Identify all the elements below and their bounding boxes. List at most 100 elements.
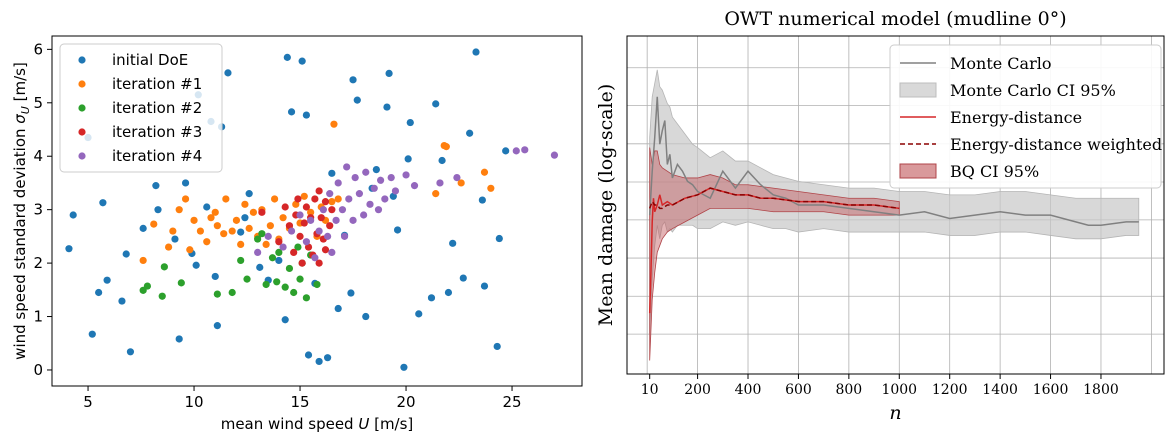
scatter-point (487, 184, 495, 192)
scatter-point (190, 216, 198, 224)
scatter-point (432, 100, 440, 108)
scatter-point (343, 163, 351, 171)
scatter-point (332, 216, 340, 224)
scatter-point (302, 238, 310, 246)
scatter-axes-frame (51, 35, 583, 387)
scatter-point (480, 282, 489, 290)
legend-marker (78, 104, 86, 112)
scatter-point (290, 288, 298, 297)
scatter-point (262, 240, 270, 248)
scatter-point (99, 199, 107, 207)
x-tick-label: 200 (684, 382, 711, 398)
scatter-point (69, 211, 77, 219)
scatter-point (237, 256, 245, 265)
scatter-point (326, 222, 334, 230)
scatter-point (321, 198, 330, 206)
scatter-point (449, 239, 457, 247)
scatter-point (296, 232, 304, 240)
scatter-point (402, 171, 410, 179)
y-tick-label: 3 (33, 201, 43, 219)
x-tick-label: 1600 (1033, 382, 1069, 398)
scatter-point (298, 259, 306, 267)
legend-label: iteration #1 (112, 75, 202, 93)
scatter-point (245, 224, 253, 232)
x-tick-label: 800 (835, 382, 862, 398)
scatter-point (264, 232, 272, 240)
scatter-point (372, 165, 380, 174)
scatter-point (466, 129, 474, 137)
scatter-point (103, 276, 111, 284)
y-tick-label: 0 (33, 361, 43, 379)
scatter-ticks: 5 10 15 20 25 0 1 2 3 4 5 6 (33, 40, 521, 411)
scatter-point (381, 195, 389, 203)
scatter-point (279, 243, 287, 251)
scatter-points (65, 48, 559, 371)
scatter-point (315, 357, 323, 366)
series-iteration-2 (139, 230, 321, 302)
scatter-point (472, 48, 480, 56)
scatter-point (334, 179, 342, 187)
scatter-point (222, 195, 230, 203)
scatter-point (211, 208, 219, 216)
scatter-point (281, 316, 289, 324)
scatter-point (355, 190, 363, 198)
scatter-point (294, 243, 302, 251)
scatter-point (196, 227, 204, 235)
scatter-point (383, 103, 391, 111)
scatter-point (377, 176, 385, 184)
scatter-point (319, 206, 327, 214)
scatter-point (313, 280, 321, 289)
y-tick-label: 4 (33, 147, 43, 165)
energy-distance-weighted-line (648, 187, 900, 210)
line-chart-title: OWT numerical model (mudline 0°) (724, 8, 1066, 30)
x-tick-label: 400 (735, 382, 762, 398)
scatter-point (330, 120, 338, 128)
scatter-point (300, 192, 308, 200)
scatter-point (118, 297, 126, 305)
scatter-point (254, 235, 262, 243)
scatter-point (65, 245, 73, 253)
scatter-point (296, 211, 304, 219)
scatter-point (521, 146, 529, 154)
scatter-point (495, 234, 503, 243)
scatter-point (279, 214, 287, 222)
legend-patch (899, 82, 937, 98)
scatter-point (315, 187, 323, 195)
legend-label: iteration #4 (112, 147, 202, 165)
legend-label: Energy-distance weighted (950, 135, 1162, 154)
legend-box (889, 44, 1162, 189)
scatter-point (404, 155, 412, 163)
scatter-point (285, 264, 294, 273)
scatter-point (436, 179, 444, 187)
line-chart-series (648, 69, 1140, 361)
scatter-point (345, 195, 353, 203)
scatter-point (181, 179, 190, 187)
scatter-point (275, 256, 283, 265)
scatter-point (213, 290, 221, 298)
scatter-point (139, 224, 147, 232)
scatter-point (351, 174, 359, 182)
scatter-point (349, 216, 357, 224)
scatter-point (158, 292, 166, 300)
scatter-point (328, 169, 336, 177)
scatter-point (232, 216, 241, 224)
scatter-point (273, 278, 281, 286)
scatter-point (175, 335, 183, 343)
scatter-point (349, 76, 357, 84)
scatter-point (165, 243, 173, 251)
line-chart: 10 200 400 600 800 1000 1200 1400 1600 1800 OWT n… (595, 8, 1165, 424)
scatter-point (432, 190, 440, 198)
x-tick-label: 10 (184, 393, 203, 411)
scatter-point (324, 232, 332, 240)
scatter-point (370, 184, 378, 192)
legend-label: Monte Carlo CI 95% (950, 81, 1116, 100)
scatter-point (262, 280, 270, 289)
scatter-point (304, 351, 313, 359)
scatter-point (366, 200, 374, 208)
x-tick-label: 600 (785, 382, 812, 398)
scatter-point (296, 275, 304, 283)
scatter-point (203, 203, 211, 211)
x-tick-label: 1000 (881, 382, 917, 398)
scatter-point (287, 227, 296, 235)
legend-box (59, 43, 223, 173)
